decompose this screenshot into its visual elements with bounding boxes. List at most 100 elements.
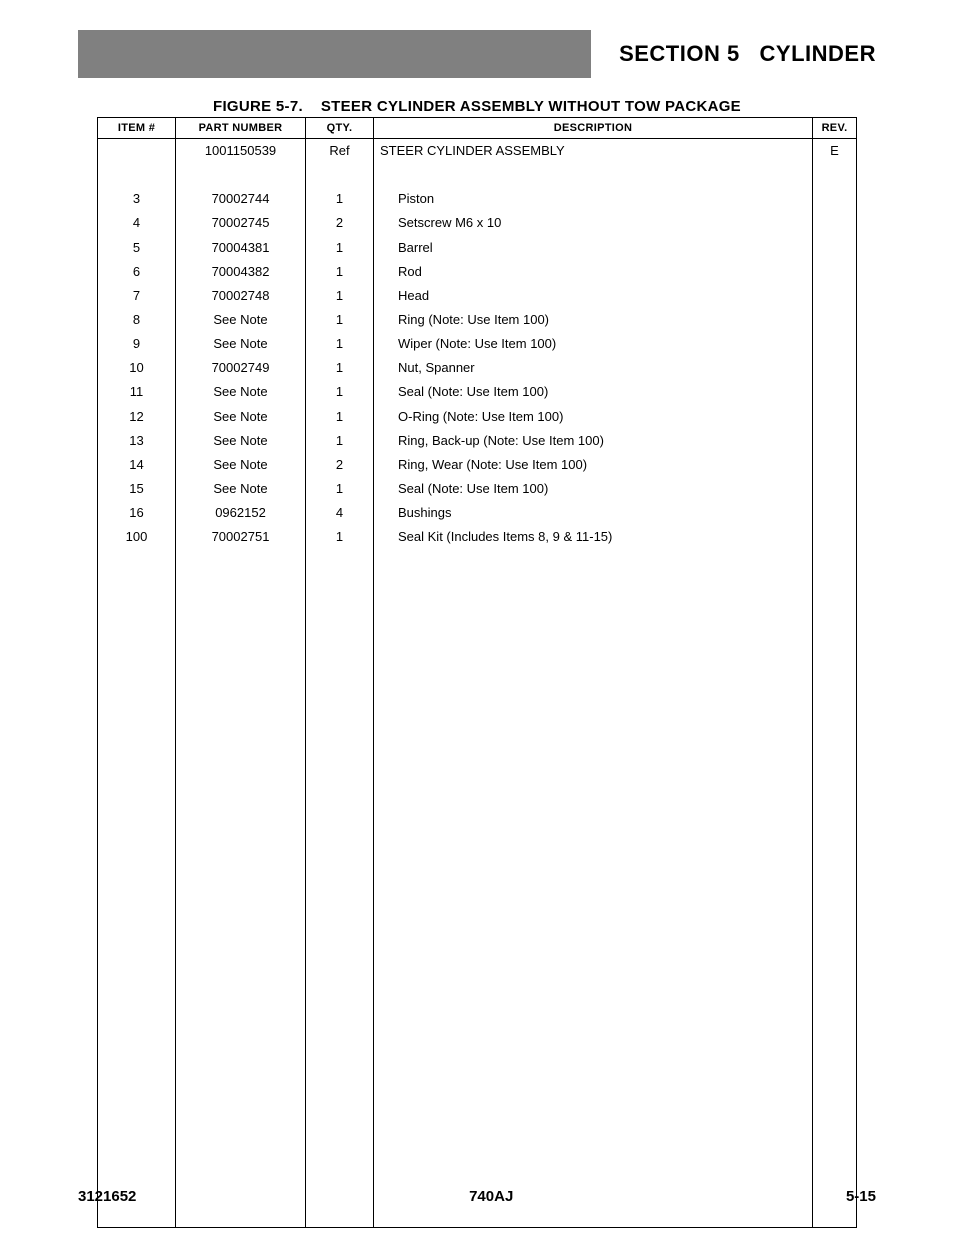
cell-qty: 1 [306, 187, 374, 211]
cell-desc: Setscrew M6 x 10 [374, 211, 813, 235]
table-row: 100700027511Seal Kit (Includes Items 8, … [98, 525, 857, 1228]
cell-qty: 1 [306, 380, 374, 404]
cell-desc: Rod [374, 260, 813, 284]
cell-rev [813, 163, 857, 187]
cell-qty: 1 [306, 477, 374, 501]
cell-desc: Seal Kit (Includes Items 8, 9 & 11-15) [374, 525, 813, 1228]
cell-part: 70004382 [176, 260, 306, 284]
cell-item: 5 [98, 236, 176, 260]
cell-qty: 1 [306, 525, 374, 1228]
cell-item: 14 [98, 453, 176, 477]
table-row: 7700027481Head [98, 284, 857, 308]
cell-part [176, 163, 306, 187]
figure-caption: FIGURE 5-7. STEER CYLINDER ASSEMBLY WITH… [78, 98, 876, 115]
cell-rev [813, 453, 857, 477]
cell-desc: Seal (Note: Use Item 100) [374, 380, 813, 404]
cell-desc: Bushings [374, 501, 813, 525]
cell-item [98, 139, 176, 164]
cell-qty: 1 [306, 405, 374, 429]
table-header: ITEM # PART NUMBER QTY. DESCRIPTION REV. [98, 118, 857, 139]
cell-desc: STEER CYLINDER ASSEMBLY [374, 139, 813, 164]
cell-rev [813, 501, 857, 525]
cell-rev [813, 525, 857, 1228]
cell-desc: Barrel [374, 236, 813, 260]
cell-item: 7 [98, 284, 176, 308]
col-header-part: PART NUMBER [176, 118, 306, 139]
table-row: 9See Note1Wiper (Note: Use Item 100) [98, 332, 857, 356]
col-header-desc: DESCRIPTION [374, 118, 813, 139]
cell-rev [813, 356, 857, 380]
cell-desc [374, 163, 813, 187]
cell-rev [813, 236, 857, 260]
section-header: SECTION 5 CYLINDER [78, 30, 876, 78]
cell-qty [306, 163, 374, 187]
cell-rev [813, 405, 857, 429]
cell-qty: 1 [306, 332, 374, 356]
table-row: 3700027441Piston [98, 187, 857, 211]
cell-desc: Wiper (Note: Use Item 100) [374, 332, 813, 356]
table-header-row: ITEM # PART NUMBER QTY. DESCRIPTION REV. [98, 118, 857, 139]
header-gray-block [78, 30, 591, 78]
cell-qty: Ref [306, 139, 374, 164]
cell-item: 3 [98, 187, 176, 211]
parts-table: ITEM # PART NUMBER QTY. DESCRIPTION REV.… [97, 117, 857, 1228]
cell-qty: 1 [306, 356, 374, 380]
cell-part: 70002749 [176, 356, 306, 380]
cell-desc: Nut, Spanner [374, 356, 813, 380]
table-row: 14See Note2Ring, Wear (Note: Use Item 10… [98, 453, 857, 477]
cell-qty: 1 [306, 260, 374, 284]
cell-part: See Note [176, 332, 306, 356]
page: SECTION 5 CYLINDER FIGURE 5-7. STEER CYL… [0, 0, 954, 1235]
cell-part: 70004381 [176, 236, 306, 260]
footer-right: 5-15 [846, 1188, 876, 1205]
cell-item [98, 163, 176, 187]
section-title-block: SECTION 5 CYLINDER [591, 30, 876, 78]
cell-part: 70002745 [176, 211, 306, 235]
table-row: 12See Note1O-Ring (Note: Use Item 100) [98, 405, 857, 429]
col-header-qty: QTY. [306, 118, 374, 139]
section-label: SECTION 5 [619, 41, 740, 67]
cell-qty: 1 [306, 308, 374, 332]
footer-center: 740AJ [469, 1188, 513, 1205]
cell-item: 11 [98, 380, 176, 404]
cell-rev [813, 211, 857, 235]
col-header-rev: REV. [813, 118, 857, 139]
table-row: 10700027491Nut, Spanner [98, 356, 857, 380]
cell-item: 9 [98, 332, 176, 356]
cell-qty: 2 [306, 453, 374, 477]
cell-rev [813, 187, 857, 211]
cell-part: 70002744 [176, 187, 306, 211]
table-row: 8See Note1Ring (Note: Use Item 100) [98, 308, 857, 332]
cell-desc: Seal (Note: Use Item 100) [374, 477, 813, 501]
page-footer: 3121652 740AJ 5-15 [78, 1188, 876, 1205]
table-row: 4700027452Setscrew M6 x 10 [98, 211, 857, 235]
cell-part: 0962152 [176, 501, 306, 525]
cell-item: 15 [98, 477, 176, 501]
cell-rev: E [813, 139, 857, 164]
cell-rev [813, 308, 857, 332]
cell-part: 1001150539 [176, 139, 306, 164]
cell-rev [813, 477, 857, 501]
cell-rev [813, 332, 857, 356]
cell-rev [813, 380, 857, 404]
cell-rev [813, 284, 857, 308]
table-row: 5700043811Barrel [98, 236, 857, 260]
cell-item: 4 [98, 211, 176, 235]
cell-item: 16 [98, 501, 176, 525]
cell-rev [813, 429, 857, 453]
table-row [98, 163, 857, 187]
cell-item: 8 [98, 308, 176, 332]
table-row: 13See Note1Ring, Back-up (Note: Use Item… [98, 429, 857, 453]
cell-qty: 1 [306, 284, 374, 308]
table-row: 1001150539RefSTEER CYLINDER ASSEMBLYE [98, 139, 857, 164]
cell-qty: 1 [306, 236, 374, 260]
cell-desc: Head [374, 284, 813, 308]
cell-part: See Note [176, 405, 306, 429]
cell-item: 12 [98, 405, 176, 429]
cell-rev [813, 260, 857, 284]
cell-desc: Ring, Wear (Note: Use Item 100) [374, 453, 813, 477]
cell-item: 100 [98, 525, 176, 1228]
cell-qty: 2 [306, 211, 374, 235]
cell-part: See Note [176, 453, 306, 477]
cell-part: 70002751 [176, 525, 306, 1228]
